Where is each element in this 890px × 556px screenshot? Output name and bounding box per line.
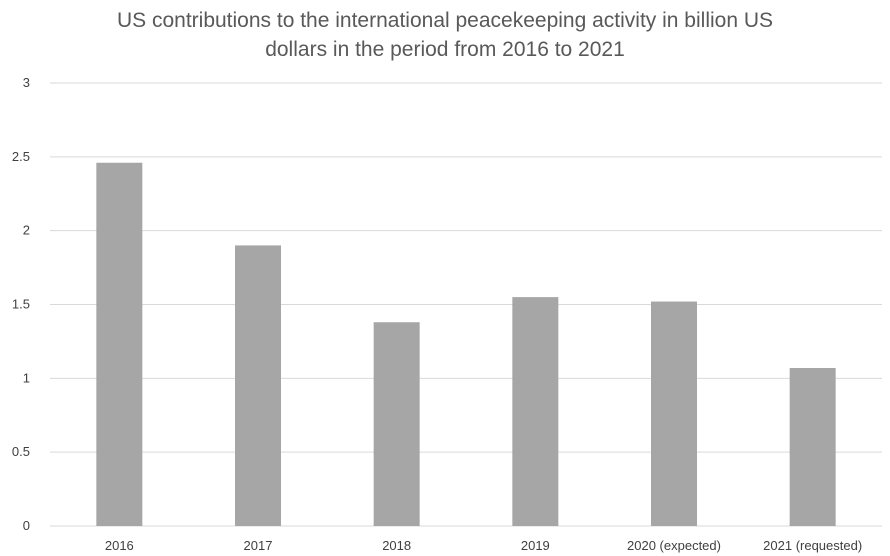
bar-2020 <box>651 301 697 526</box>
x-tick-label: 2021 (requested) <box>763 538 862 553</box>
y-tick-label: 0.5 <box>12 444 30 459</box>
x-tick-label: 2017 <box>244 538 273 553</box>
bar-2017 <box>235 245 281 526</box>
y-tick-label: 1.5 <box>12 297 30 312</box>
bar-2016 <box>96 162 143 527</box>
y-tick-label: 2.5 <box>12 149 30 164</box>
y-tick-label: 0 <box>23 518 30 533</box>
chart-title: US contributions to the international pe… <box>116 9 774 61</box>
y-tick-label: 3 <box>23 75 30 90</box>
x-tick-label: 2018 <box>382 538 411 553</box>
y-tick-label: 1 <box>23 370 30 385</box>
bar-2018 <box>373 322 420 526</box>
x-tick-label: 2019 <box>521 538 550 553</box>
bar-2021 <box>789 367 836 526</box>
x-tick-label: 2020 (expected) <box>627 538 721 553</box>
bar-2019 <box>512 297 559 526</box>
y-tick-label: 2 <box>23 223 30 238</box>
x-tick-label: 2016 <box>105 538 134 553</box>
